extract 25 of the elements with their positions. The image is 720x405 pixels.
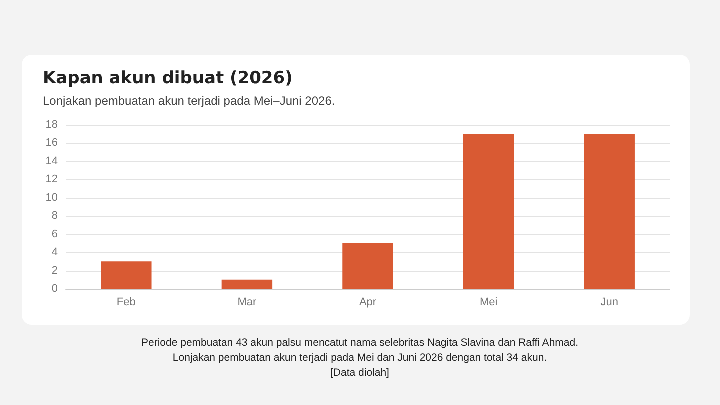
y-tick-label: 0 [52,283,58,295]
bar [463,134,514,289]
y-tick-label: 16 [46,137,58,150]
chart-title: Kapan akun dibuat (2026) [43,68,293,88]
bar [101,262,152,289]
bar [584,134,635,289]
text: [Data diolah] [330,366,390,381]
y-tick-label: 18 [46,119,58,131]
x-tick-label: Jun [600,296,618,308]
x-tick-label: Apr [359,296,377,308]
text: Periode pembuatan 43 akun palsu mencatut nama selebritas Nagita Slavina dan Raffi Ahmad. [140,336,580,351]
y-tick-label: 14 [46,155,58,168]
y-tick-label: 8 [52,210,58,222]
y-tick-label: 4 [52,246,58,259]
y-tick-label: 12 [46,174,58,186]
x-tick-label: Feb [116,296,136,308]
y-tick-label: 10 [46,192,58,204]
chart-subtitle: Lonjakan pembuatan akun terjadi pada Mei–Juni 2026. [43,94,336,108]
bar [342,243,394,289]
y-tick-label: 2 [52,264,58,277]
bar [222,280,273,289]
x-tick-label: Mei [480,296,498,308]
x-tick-label: Mar [238,296,258,308]
y-tick-label: 6 [52,228,58,240]
text: Lonjakan pembuatan akun terjadi pada Mei dan Juni 2026 dengan total 34 akun. [172,351,548,366]
